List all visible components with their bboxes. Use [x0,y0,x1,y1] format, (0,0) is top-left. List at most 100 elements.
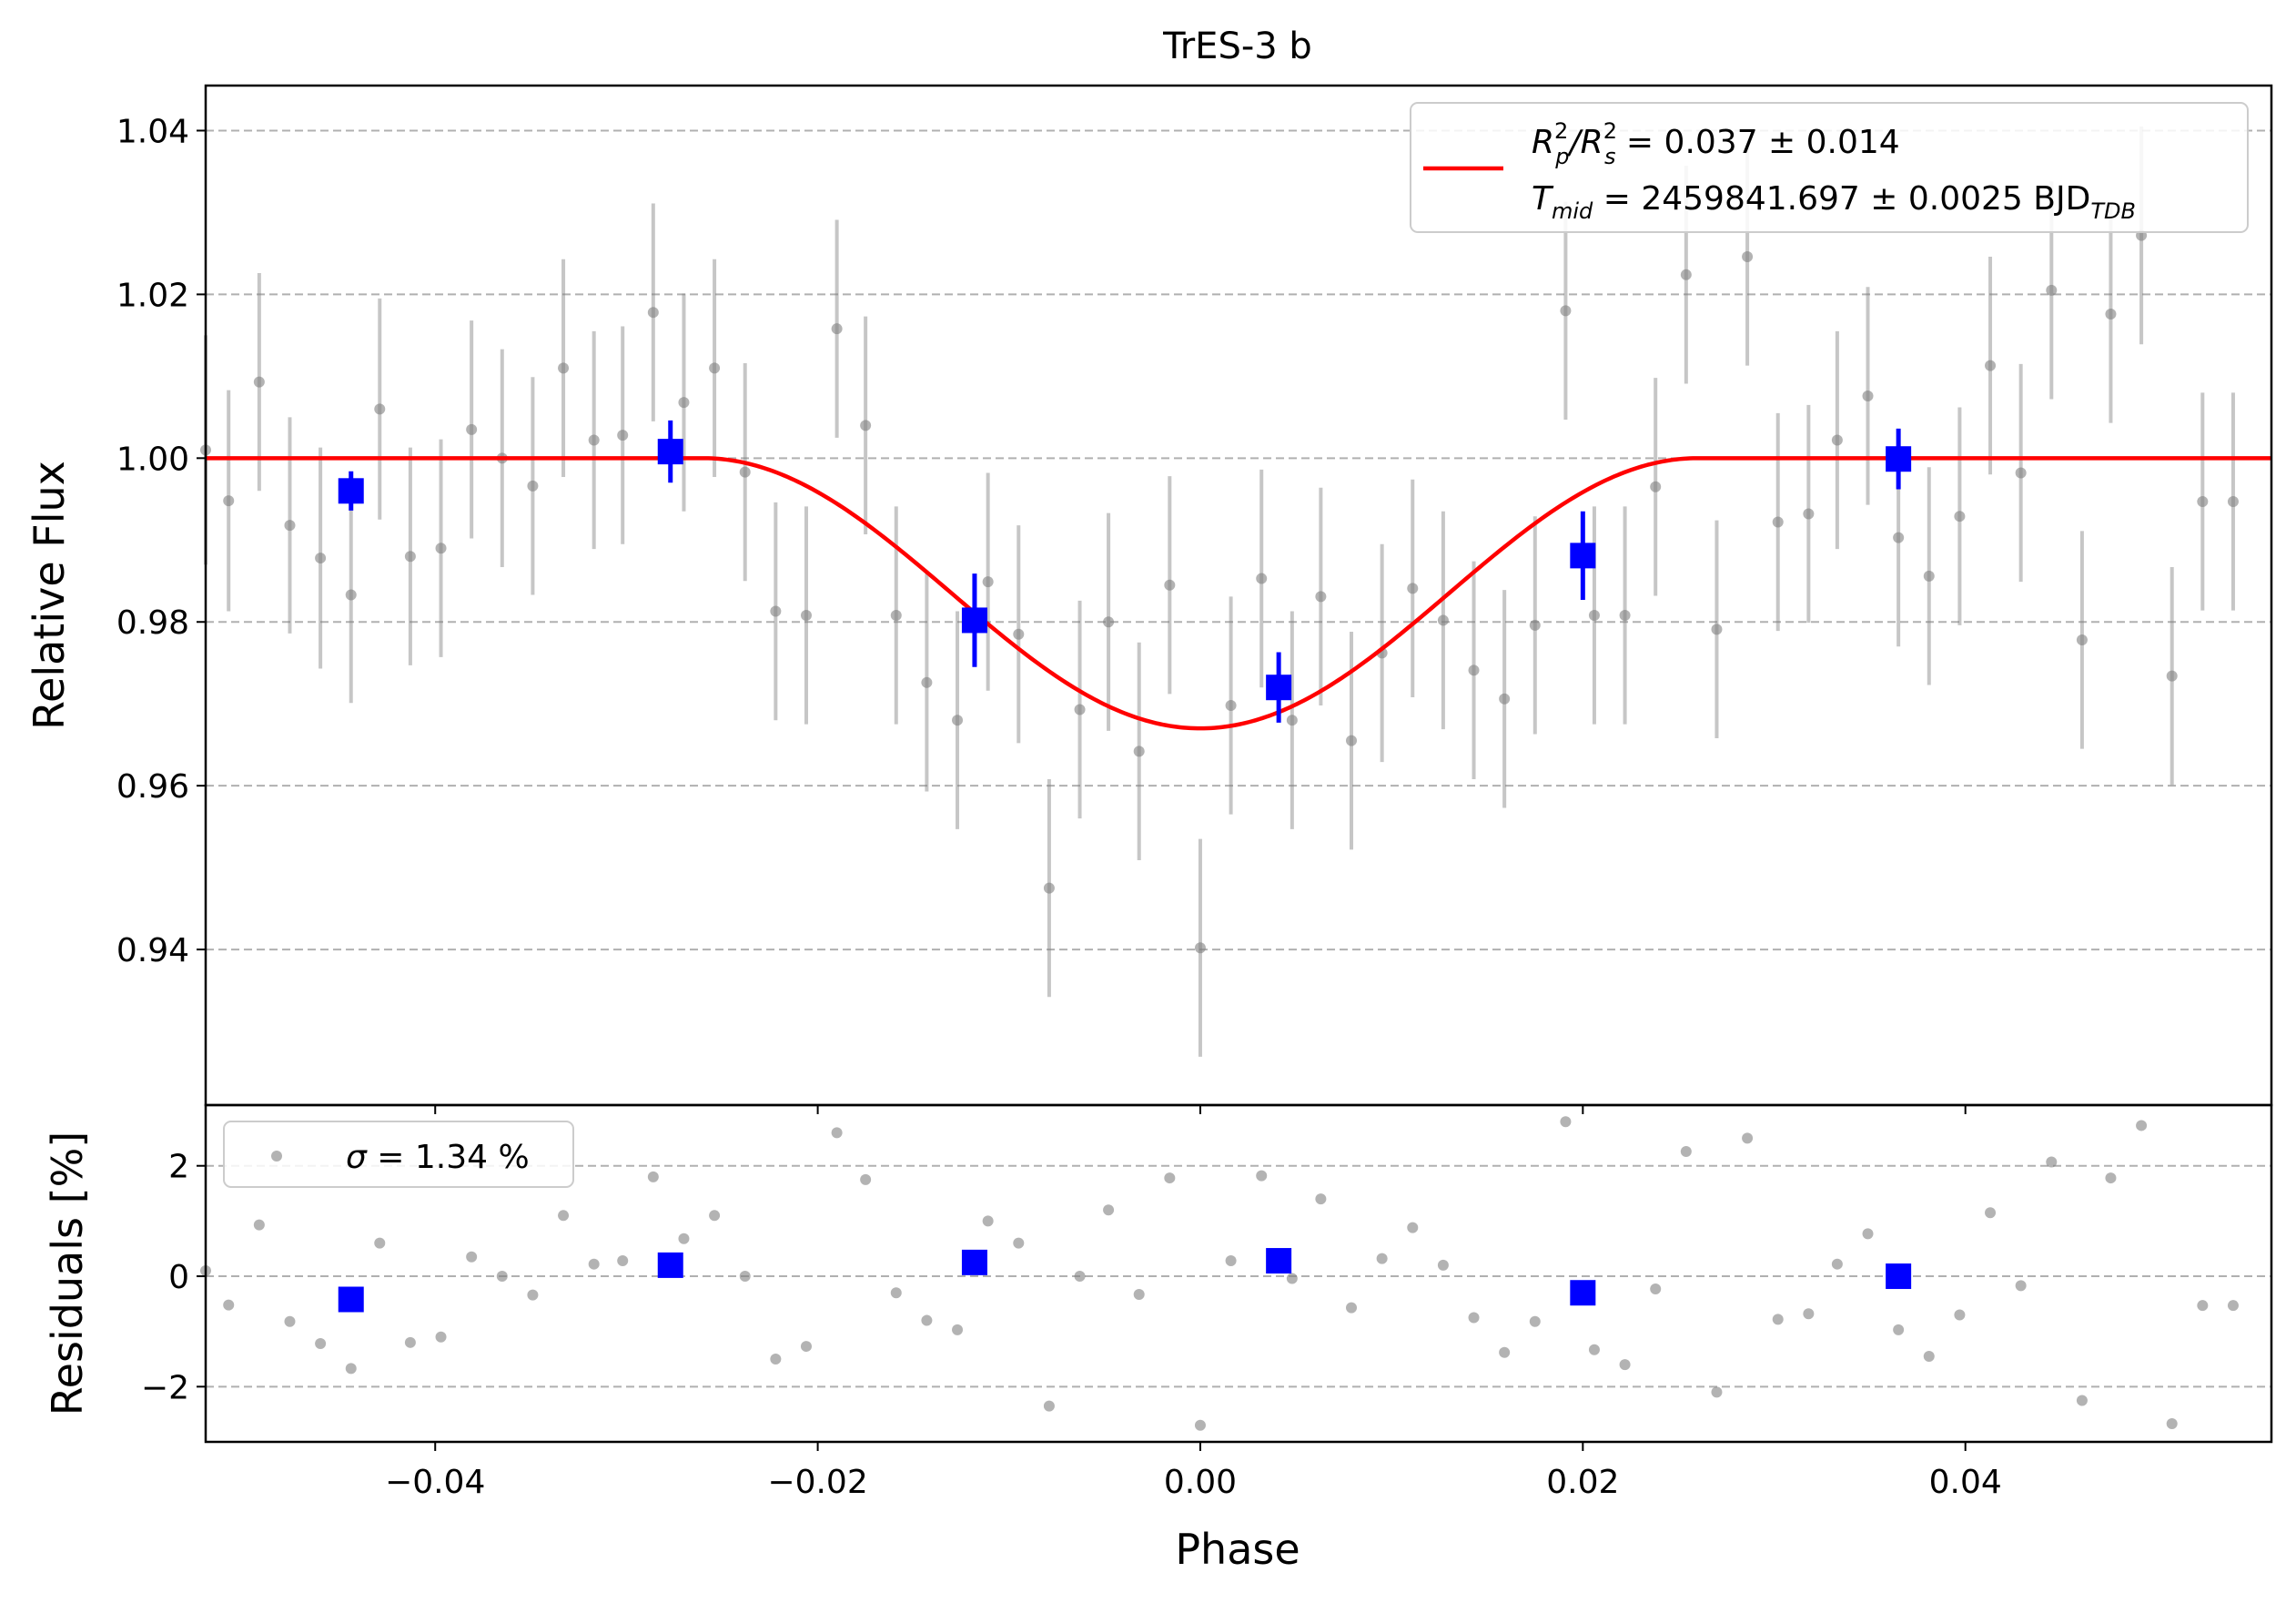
residual-point [890,1287,902,1299]
legend-entry-sigma: σ = 1.34 % [346,1139,530,1176]
residual-point [1711,1386,1723,1398]
raw-point [1407,583,1419,594]
residual-point [2105,1172,2117,1184]
residual-point [800,1341,812,1353]
legend-tmid-value: = 2459841.697 ± 0.0025 BJD [1593,180,2090,218]
binned-residual-point [1886,1263,1912,1290]
binned-point [1886,446,1912,472]
residual-point [315,1338,327,1350]
raw-point [588,434,600,446]
raw-point [1588,610,1600,622]
legend-rp-symbol: R [1532,124,1554,161]
residual-point [2076,1395,2088,1406]
binned-point [1266,675,1292,701]
residual-point [588,1258,600,1270]
raw-point [831,323,843,335]
residual-point [284,1315,296,1327]
x-tick-label: −0.02 [767,1464,867,1501]
top-y-axis-label: Relative Flux [25,461,74,730]
raw-point [374,403,386,415]
residual-point [1772,1314,1784,1325]
legend-sigma-value: = 1.34 % [367,1139,530,1176]
legend-rp-sub: p [1554,144,1569,169]
raw-point [223,495,235,507]
binned-residual-point [338,1286,364,1313]
bottom-legend-box [223,1121,574,1188]
residual-point [2046,1156,2058,1168]
residual-point [1499,1346,1511,1358]
raw-point [1256,573,1268,584]
raw-point [860,420,872,431]
raw-point [1680,269,1692,280]
residual-point [1954,1309,1966,1321]
residual-point [1133,1289,1145,1301]
top-panel: TrES-3 b 0.94 0.96 0.98 1.00 1.02 1.04 Relati… [25,25,2273,1114]
residual-point [1103,1204,1115,1216]
residual-point [1315,1193,1327,1205]
residual-point [831,1127,843,1139]
residual-point [2197,1300,2209,1312]
raw-point [739,466,751,478]
raw-point [1225,699,1237,711]
binned-residual-point [1266,1248,1292,1274]
residual-point [1286,1273,1298,1284]
top-legend-box [1410,102,2249,233]
residual-point [374,1237,386,1249]
raw-point [2105,308,2117,320]
raw-point [770,605,782,617]
residual-point [1650,1283,1662,1294]
raw-point [1742,251,1754,263]
raw-point [1074,704,1086,715]
raw-point [435,543,447,554]
residual-point [1803,1308,1815,1320]
top-binned-points [338,420,1912,723]
legend-rs-sup: 2 [1603,118,1617,144]
residual-point [527,1289,539,1301]
residual-point [404,1336,416,1348]
residual-point [921,1314,933,1326]
raw-point [2197,495,2209,507]
top-y-tick-label: 1.00 [116,441,189,478]
residual-point [1862,1228,1874,1240]
top-y-tick-label: 0.94 [116,932,189,969]
residual-point [2227,1300,2239,1312]
bottom-y-tick-label: −2 [141,1369,189,1406]
legend-rs-symbol: /R [1567,124,1603,161]
residual-point [253,1219,265,1231]
binned-residual-point [961,1249,987,1275]
bottom-binned-points [338,1248,1912,1313]
legend-tdb-sub: TDB [2090,198,2136,224]
residual-point [2166,1417,2178,1429]
x-axis-label: Phase [1175,1525,1300,1574]
raw-point [1893,532,1905,543]
transit-model-curve [206,456,2271,731]
bottom-raw-points [200,1116,2239,1431]
top-legend: R2 p/R2 s = 0.037 ± 0.014 Tmid = 2459841.6… [1410,102,2249,233]
raw-point [1619,610,1631,622]
raw-point [2076,634,2088,646]
raw-point [527,480,539,492]
raw-point [1194,942,1206,954]
raw-point [800,610,812,622]
top-y-tick-label: 1.04 [116,113,189,150]
raw-point [1560,305,1572,317]
residual-point [709,1210,721,1222]
residual-point [1923,1350,1935,1362]
residual-point [1074,1271,1086,1283]
binned-residual-point [1570,1280,1596,1306]
binned-point [338,478,364,504]
legend-tmid-symbol: T [1532,180,1554,218]
residual-point [496,1271,508,1283]
raw-point [1985,360,1997,371]
residual-point [1194,1419,1206,1431]
raw-point [1468,665,1480,676]
binned-residual-point [657,1252,683,1278]
residual-point [1225,1255,1237,1267]
bottom-y-axis: −2 0 2 [141,1149,206,1406]
raw-point [2046,284,2058,296]
raw-point [1286,715,1298,726]
bottom-y-axis-label: Residuals [%] [43,1131,92,1415]
raw-point [952,715,964,726]
raw-point [315,553,327,564]
